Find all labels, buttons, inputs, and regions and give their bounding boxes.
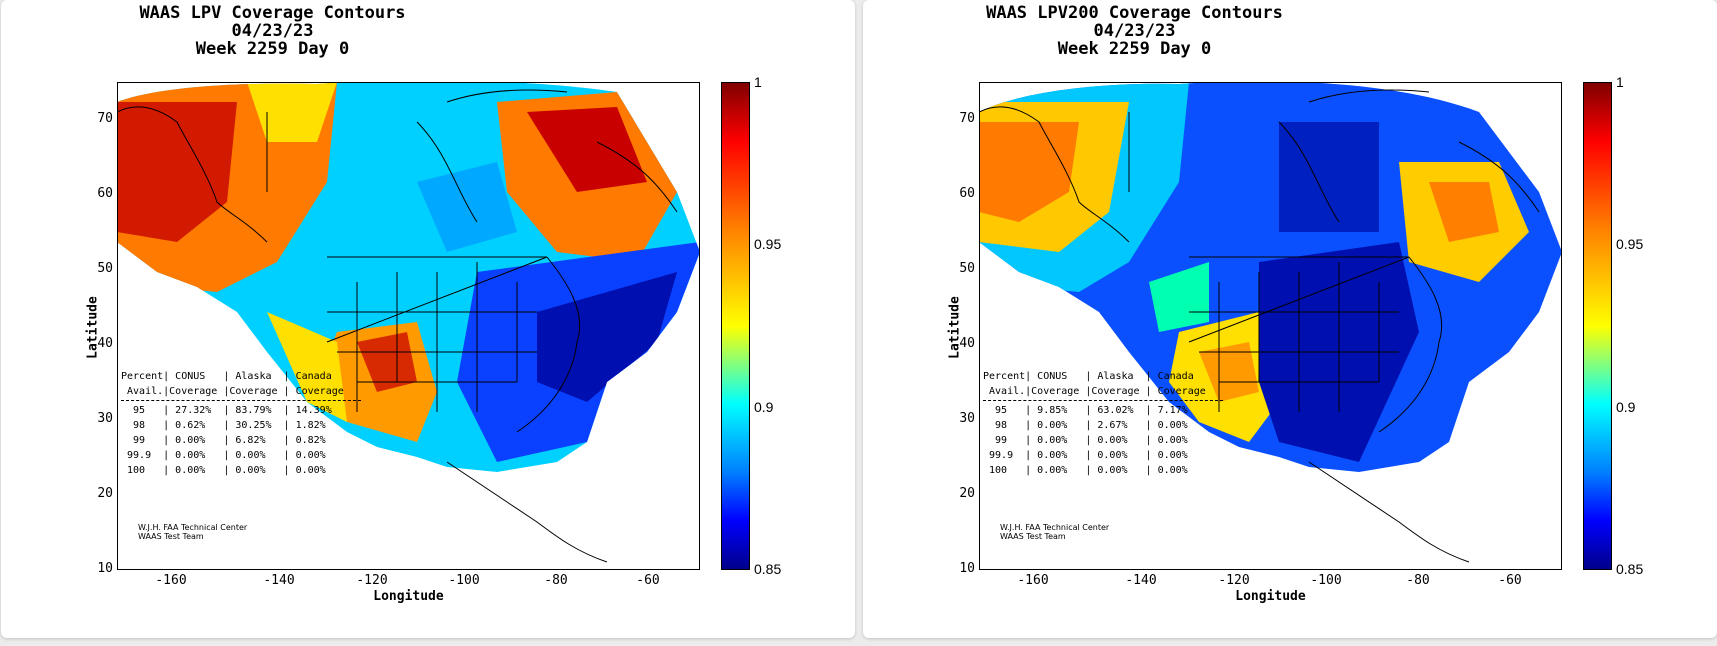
y-tick: 20: [959, 486, 975, 501]
x-axis-label: Longitude: [373, 589, 444, 604]
x-tick: -80: [544, 573, 568, 588]
plot-title: WAAS LPV200 Coverage Contours 04/23/23 W…: [863, 4, 1406, 58]
x-axis-label: Longitude: [1235, 589, 1306, 604]
stats-row: 95 | 27.32% | 83.79% | 14.39%: [121, 405, 332, 416]
stats-header: Percent| CONUS | Alaska | Canada: [121, 371, 332, 382]
credit-line: WAAS Test Team: [1000, 532, 1066, 541]
colorbar-tick: 0.9: [1616, 399, 1636, 415]
y-tick: 70: [959, 111, 975, 126]
stats-row: 99.9 | 0.00% | 0.00% | 0.00%: [983, 450, 1188, 461]
credit-line: WAAS Test Team: [138, 532, 204, 541]
colorbar-tick: 1: [1616, 74, 1624, 90]
x-tick: -120: [1218, 573, 1250, 588]
y-axis-label: Latitude: [85, 296, 101, 359]
title-line-3: Week 2259 Day 0: [195, 39, 350, 59]
credit-text: W.J.H. FAA Technical Center WAAS Test Te…: [1000, 523, 1109, 541]
colorbar-tick: 0.85: [1616, 561, 1644, 577]
y-tick: 30: [97, 411, 113, 426]
x-tick: -80: [1406, 573, 1430, 588]
stats-row: 98 | 0.00% | 2.67% | 0.00%: [983, 420, 1188, 431]
x-tick: -140: [1125, 573, 1157, 588]
title-line-3: Week 2259 Day 0: [1057, 39, 1212, 59]
coverage-map: [117, 82, 700, 570]
x-tick: -100: [448, 573, 480, 588]
credit-text: W.J.H. FAA Technical Center WAAS Test Te…: [138, 523, 247, 541]
coverage-map: [979, 82, 1562, 570]
stats-row: 100 | 0.00% | 0.00% | 0.00%: [983, 465, 1188, 476]
y-tick: 10: [959, 561, 975, 576]
y-tick: 60: [97, 186, 113, 201]
coverage-stats-table: Percent| CONUS | Alaska | Canada Avail.|…: [983, 369, 1223, 478]
stats-separator: [121, 400, 361, 401]
stats-row: 100 | 0.00% | 0.00% | 0.00%: [121, 465, 326, 476]
x-tick: -60: [1498, 573, 1522, 588]
stats-row: 95 | 9.85% | 63.02% | 7.17%: [983, 405, 1188, 416]
stats-row: 99.9 | 0.00% | 0.00% | 0.00%: [121, 450, 326, 461]
colorbar: [721, 82, 750, 570]
title-line-2: 04/23/23: [231, 21, 314, 41]
colorbar-tick: 1: [754, 74, 762, 90]
y-axis-label: Latitude: [947, 296, 963, 359]
credit-line: W.J.H. FAA Technical Center: [1000, 523, 1110, 532]
stats-subheader: Avail.|Coverage |Coverage | Coverage: [121, 386, 344, 397]
y-tick: 20: [97, 486, 113, 501]
coverage-stats-table: Percent| CONUS | Alaska | Canada Avail.|…: [121, 369, 361, 478]
map-frame: [117, 82, 700, 570]
x-tick: -120: [356, 573, 388, 588]
x-tick: -100: [1310, 573, 1342, 588]
y-tick: 40: [959, 336, 975, 351]
lpv-coverage-panel: WAAS LPV Coverage Contours 04/23/23 Week…: [1, 0, 855, 638]
colorbar-tick: 0.9: [754, 399, 774, 415]
credit-line: W.J.H. FAA Technical Center: [138, 523, 248, 532]
lpv200-coverage-panel: WAAS LPV200 Coverage Contours 04/23/23 W…: [863, 0, 1717, 638]
title-line-2: 04/23/23: [1093, 21, 1176, 41]
stats-subheader: Avail.|Coverage |Coverage | Coverage: [983, 386, 1206, 397]
colorbar: [1583, 82, 1612, 570]
stats-row: 99 | 0.00% | 0.00% | 0.00%: [983, 435, 1188, 446]
x-tick: -160: [1017, 573, 1049, 588]
y-tick: 70: [97, 111, 113, 126]
y-tick: 60: [959, 186, 975, 201]
y-tick: 30: [959, 411, 975, 426]
colorbar-tick: 0.85: [754, 561, 782, 577]
y-tick: 50: [959, 261, 975, 276]
x-tick: -60: [636, 573, 660, 588]
title-line-1: WAAS LPV Coverage Contours: [139, 3, 406, 23]
stats-separator: [983, 400, 1223, 401]
title-line-1: WAAS LPV200 Coverage Contours: [986, 3, 1283, 23]
stats-row: 98 | 0.62% | 30.25% | 1.82%: [121, 420, 326, 431]
colorbar-tick: 0.95: [1616, 236, 1644, 252]
plot-title: WAAS LPV Coverage Contours 04/23/23 Week…: [1, 4, 544, 58]
stats-row: 99 | 0.00% | 6.82% | 0.82%: [121, 435, 326, 446]
map-frame: [979, 82, 1562, 570]
y-tick: 40: [97, 336, 113, 351]
x-tick: -160: [155, 573, 187, 588]
stats-header: Percent| CONUS | Alaska | Canada: [983, 371, 1194, 382]
y-tick: 50: [97, 261, 113, 276]
colorbar-tick: 0.95: [754, 236, 782, 252]
y-tick: 10: [97, 561, 113, 576]
x-tick: -140: [263, 573, 295, 588]
